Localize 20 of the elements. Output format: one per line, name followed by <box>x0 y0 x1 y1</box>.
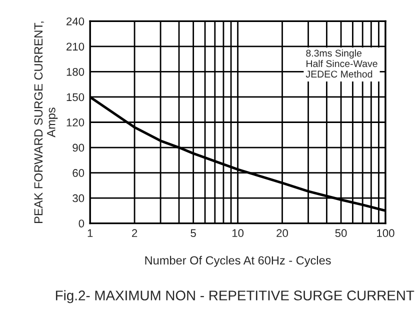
y-tick-label: 90 <box>72 144 84 152</box>
x-tick-label: 20 <box>276 229 288 238</box>
y-tick-label: 180 <box>66 68 84 76</box>
x-tick-label: 2 <box>132 229 138 237</box>
y-tick-label: 30 <box>72 194 84 202</box>
y-tick-label: 210 <box>66 42 84 51</box>
x-axis-title: Number Of Cycles At 60Hz - Cycles <box>145 256 331 267</box>
annotation: 8.3ms Single Half Since-Wave JEDEC Method <box>306 49 378 78</box>
y-tick-label: 240 <box>66 17 84 26</box>
y-tick-label: 60 <box>72 169 84 177</box>
x-tick-label: 50 <box>335 229 347 238</box>
y-tick-label: 120 <box>66 118 84 126</box>
x-tick-label: 10 <box>232 229 244 238</box>
text: Fig.2- MAXIMUM NON - REPETITIVE SURGE CURRENT <box>56 290 414 304</box>
x-tick-label: 5 <box>190 229 196 238</box>
y-tick-label: 0 <box>78 220 84 228</box>
x-tick-label: 100 <box>377 229 394 238</box>
y-axis-title: PEAK FORWARD SURGE CURRENT, Amps <box>34 22 58 223</box>
x-tick-label: 1 <box>88 229 93 237</box>
y-tick-label: 150 <box>66 93 84 102</box>
